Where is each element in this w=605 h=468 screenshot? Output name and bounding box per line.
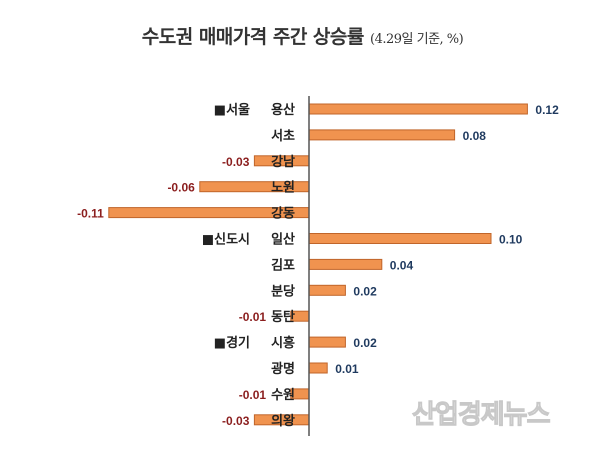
bar-시흥 [308, 336, 346, 348]
value-label: 0.04 [390, 258, 414, 272]
value-label: 0.08 [463, 129, 487, 143]
value-label: 0.10 [499, 233, 523, 247]
category-label: 강동 [271, 206, 295, 222]
bar-일산 [308, 233, 492, 244]
category-label: 강남 [271, 154, 295, 170]
value-label: 0.02 [353, 284, 377, 298]
value-label: -0.03 [222, 155, 250, 169]
category-label: 광명 [271, 361, 295, 377]
category-label: 동탄 [271, 309, 295, 325]
group-label: ■경기 [214, 335, 250, 351]
value-label: 0.12 [535, 103, 559, 117]
subtitle-text: (4.29일 기준, %) [370, 32, 464, 47]
value-label: 0.01 [335, 362, 359, 376]
value-label: -0.01 [239, 310, 267, 324]
category-label: 시흥 [271, 335, 295, 351]
bar-김포 [308, 258, 383, 270]
value-label: 0.02 [353, 336, 377, 350]
category-label: 노원 [271, 181, 295, 196]
value-label: -0.06 [167, 181, 195, 195]
group-label: ■서울 [214, 102, 250, 118]
bar-광명 [308, 362, 328, 374]
chart-title: 수도권 매매가격 주간 상승률 (4.29일 기준, %) [0, 22, 605, 49]
title-text: 수도권 매매가격 주간 상승률 [141, 26, 365, 48]
value-label: -0.11 [77, 207, 104, 221]
value-label: -0.01 [239, 388, 267, 402]
category-label: 서초 [271, 129, 295, 144]
category-label: 용산 [271, 102, 295, 118]
category-label: 일산 [271, 232, 295, 248]
group-label: ■신도시 [202, 233, 250, 248]
category-label: 분당 [271, 283, 295, 299]
watermark-logo: 산업경제뉴스 [412, 400, 552, 431]
value-label: -0.03 [222, 414, 250, 428]
bar-용산 [308, 103, 528, 115]
bar-서초 [308, 129, 456, 141]
bar-분당 [308, 284, 346, 296]
category-label: 수원 [271, 388, 295, 403]
category-label: 의왕 [271, 413, 295, 429]
category-label: 김포 [271, 258, 295, 273]
